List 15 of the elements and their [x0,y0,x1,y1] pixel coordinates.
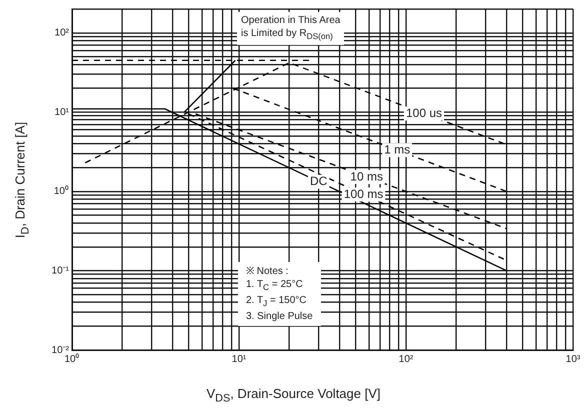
x-axis-title: V$_{DS}$, Drain-Source Voltage [V] [205,386,382,405]
x-tick-label: 10¹ [232,354,247,365]
series-label: 1 ms [384,142,410,156]
series-label: 100 us [406,106,442,120]
series-label: 10 ms [350,169,383,184]
annotation: Operation in This Area is Limited by R$_{DS(on)}$ [237,12,344,45]
y-tick-label: 10² [54,28,70,39]
y-tick-label: 10⁰ [54,185,69,198]
y-tick-label: 10¹ [54,106,70,118]
x-tick-label: 10² [398,354,414,365]
x-tick-label: 10³ [566,354,581,365]
annotation: ※ Notes : 1. T$_{C}$ = 25°C 2. T$_{J}$ = 150°C 3. Single Pulse [238,262,321,326]
series-label: DC [310,174,328,188]
series-label: 100 ms [344,186,384,201]
y-tick-label: 10⁻¹ [52,265,70,276]
